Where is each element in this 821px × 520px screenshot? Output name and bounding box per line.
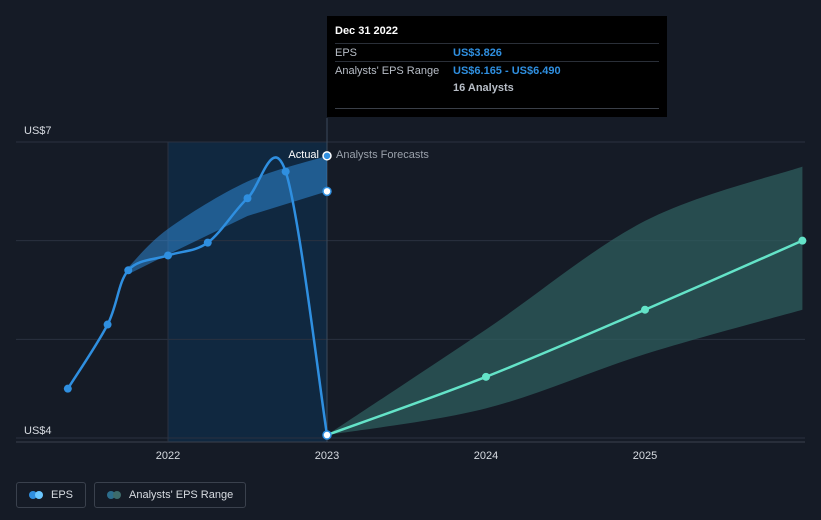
legend-label-eps: EPS xyxy=(51,489,74,501)
past-area xyxy=(16,142,168,442)
eps-point xyxy=(322,430,332,440)
tooltip-date: Dec 31 2022 xyxy=(335,25,398,37)
forecast-point xyxy=(798,236,807,245)
hover-tooltip: Dec 31 2022 EPS US$3.826 Analysts' EPS R… xyxy=(327,16,667,117)
eps-point xyxy=(203,238,212,247)
tooltip-row-eps: EPS US$3.826 xyxy=(335,43,659,61)
range-bands xyxy=(128,155,803,436)
tooltip-row-analysts: 16 Analysts xyxy=(335,79,659,96)
forecast-range-band xyxy=(327,166,803,436)
legend-label-range: Analysts' EPS Range xyxy=(129,489,234,501)
legend-item-eps[interactable]: EPS xyxy=(16,482,87,508)
eps-legend-icon xyxy=(29,491,43,499)
tooltip-row-range: Analysts' EPS Range US$6.165 - US$6.490 xyxy=(335,61,659,79)
eps-point xyxy=(243,194,252,203)
tooltip-key: Analysts' EPS Range xyxy=(335,64,440,77)
eps-point xyxy=(103,320,112,329)
tooltip-value: 16 Analysts xyxy=(453,81,514,94)
eps-point xyxy=(63,384,72,393)
eps-end-marker xyxy=(322,151,332,161)
axis-labels: US$7 US$4 Actual Analysts Forecasts xyxy=(24,125,429,437)
actual-range-band xyxy=(128,155,327,275)
tooltip-key: EPS xyxy=(335,46,358,59)
x-tick-label: 2022 xyxy=(156,450,180,462)
tooltip-value: US$6.165 - US$6.490 xyxy=(453,64,561,77)
forecast-line xyxy=(326,239,803,437)
tooltip-divider xyxy=(335,108,659,109)
y-bottom-label: US$4 xyxy=(24,425,52,437)
forecast-point xyxy=(641,305,649,314)
x-tick-label: 2024 xyxy=(474,450,498,462)
range-legend-icon xyxy=(107,491,122,499)
tooltip-value: US$3.826 xyxy=(453,46,502,59)
chart-legend: EPS Analysts' EPS Range xyxy=(16,482,247,508)
x-tick-label: 2025 xyxy=(633,450,657,462)
eps-point xyxy=(164,251,172,260)
y-top-label: US$7 xyxy=(24,125,52,137)
x-tick-labels: 2022 2023 2024 2025 xyxy=(156,450,657,462)
x-tick-label: 2023 xyxy=(315,450,339,462)
series-points[interactable] xyxy=(63,151,807,440)
eps-point xyxy=(124,266,133,275)
actual-label: Actual xyxy=(288,149,319,161)
forecast-point xyxy=(482,372,490,381)
eps-point xyxy=(281,167,290,176)
forecast-label: Analysts Forecasts xyxy=(336,149,429,161)
range-low-marker xyxy=(322,186,332,197)
legend-item-range[interactable]: Analysts' EPS Range xyxy=(94,482,247,508)
